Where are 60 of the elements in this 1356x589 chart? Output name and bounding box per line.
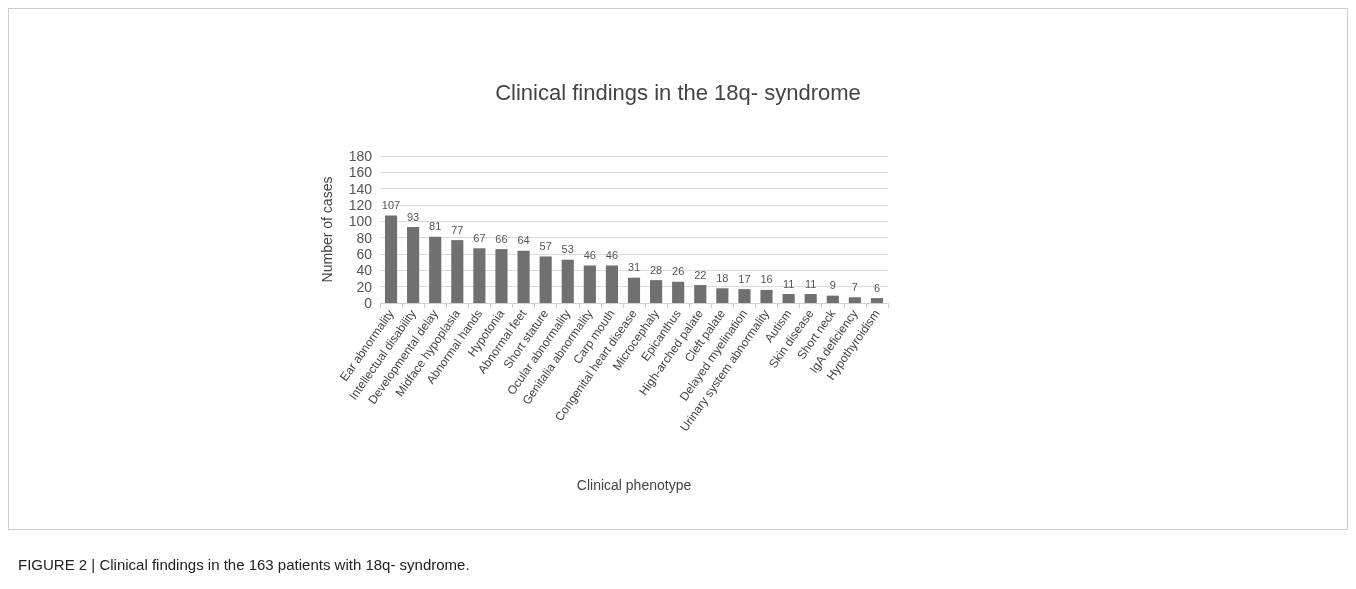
bar <box>539 256 552 303</box>
data-label: 11 <box>782 277 795 290</box>
y-axis-title: Number of cases <box>319 176 335 283</box>
y-tick-label: 100 <box>348 213 373 230</box>
bar <box>672 281 685 303</box>
bar <box>605 265 618 303</box>
data-label: 46 <box>605 248 619 261</box>
data-label: 107 <box>381 199 401 212</box>
data-label: 6 <box>873 281 881 294</box>
data-label: 93 <box>407 210 420 223</box>
y-tick-label: 80 <box>356 229 373 246</box>
data-label: 66 <box>495 232 508 245</box>
data-label: 31 <box>627 261 641 274</box>
bar <box>561 259 574 303</box>
data-label: 7 <box>851 280 858 293</box>
bar <box>627 277 641 303</box>
data-label: 67 <box>473 231 486 244</box>
bar <box>583 265 596 303</box>
y-tick-label: 160 <box>348 164 373 181</box>
y-tick-label: 60 <box>356 246 373 262</box>
caption: FIGURE 2 | Clinical findings in the 163 patients with 18q- syndrome. <box>18 556 470 573</box>
data-label: 11 <box>804 277 817 290</box>
data-label: 64 <box>517 234 530 247</box>
data-label: 22 <box>694 268 707 281</box>
y-tick-label: 20 <box>356 278 373 295</box>
bar <box>473 248 486 303</box>
bar <box>429 236 442 303</box>
bar <box>716 288 729 303</box>
bar <box>451 240 464 303</box>
bar <box>650 280 663 303</box>
data-label: 26 <box>672 265 685 278</box>
data-label: 77 <box>451 223 464 236</box>
y-tick-label: 40 <box>356 262 373 279</box>
bar <box>848 297 861 303</box>
x-axis-title: Clinical phenotype <box>576 477 692 493</box>
bar <box>870 298 884 303</box>
bar <box>738 289 751 303</box>
bar <box>804 294 817 303</box>
bar <box>384 215 398 303</box>
data-label: 18 <box>716 271 729 284</box>
data-label: 46 <box>583 248 596 261</box>
chart-title: Clinical findings in the 18q- syndrome <box>495 79 861 105</box>
bar <box>495 249 508 303</box>
bar <box>517 250 530 303</box>
bar <box>760 289 773 303</box>
data-label: 28 <box>649 263 663 276</box>
y-tick-label: 180 <box>348 148 373 164</box>
y-tick-label: 140 <box>348 180 373 197</box>
data-label: 16 <box>760 273 773 286</box>
data-label: 57 <box>539 239 552 252</box>
y-tick-label: 120 <box>348 197 373 213</box>
bar <box>694 285 707 303</box>
bar <box>407 227 420 303</box>
y-tick-label: 0 <box>364 295 373 311</box>
data-label: 53 <box>561 243 574 256</box>
data-label: 81 <box>429 220 442 233</box>
data-label: 17 <box>738 272 751 285</box>
bar <box>782 294 795 303</box>
data-label: 9 <box>829 279 836 292</box>
bar <box>826 295 839 303</box>
